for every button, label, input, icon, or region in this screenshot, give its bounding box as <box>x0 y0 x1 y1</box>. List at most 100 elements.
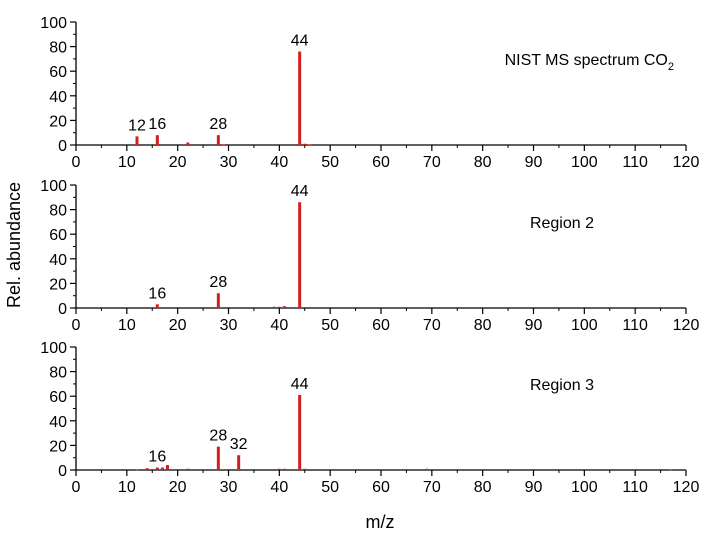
y-tick-label: 60 <box>49 389 67 406</box>
peak-bar <box>221 144 225 146</box>
x-tick-label: 0 <box>72 317 81 334</box>
x-tick-label: 70 <box>423 154 441 171</box>
x-tick-label: 120 <box>673 479 700 496</box>
peak-bar <box>277 468 281 470</box>
peak-label: 16 <box>148 116 166 133</box>
peak-bar <box>216 293 220 308</box>
peak-bar <box>425 468 429 470</box>
x-tick-label: 50 <box>321 479 339 496</box>
x-tick-label: 30 <box>220 154 238 171</box>
peak-bar <box>298 51 302 145</box>
peak-bar <box>216 446 220 470</box>
y-tick-label: 20 <box>49 276 67 293</box>
peak-label: 28 <box>209 116 227 133</box>
panel-title: NIST MS spectrum CO2 <box>505 52 674 73</box>
spectrum-panel-3: 0 20 40 60 80 100 0 10 20 30 40 50 60 70 80 90 100 110 120… <box>40 340 699 496</box>
peak-bar <box>155 135 159 145</box>
x-tick-label: 90 <box>525 479 543 496</box>
x-tick-label: 30 <box>220 317 238 334</box>
y-tick-label: 0 <box>58 301 67 318</box>
x-tick-label: 60 <box>372 154 390 171</box>
y-tick-label: 100 <box>40 15 67 32</box>
y-tick-label: 40 <box>49 252 67 269</box>
x-tick-label: 100 <box>571 317 598 334</box>
peak-bar <box>155 304 159 308</box>
peak-bar <box>186 142 190 145</box>
x-tick-label: 10 <box>118 317 136 334</box>
x-tick-label: 110 <box>622 479 648 496</box>
peak-label: 12 <box>128 117 146 134</box>
x-tick-label: 10 <box>118 154 136 171</box>
x-tick-label: 40 <box>270 479 288 496</box>
peak-bar <box>145 468 149 470</box>
y-tick-label: 40 <box>49 89 67 106</box>
y-tick-label: 80 <box>49 40 67 57</box>
x-tick-label: 80 <box>474 317 492 334</box>
peak-bar <box>166 465 169 470</box>
y-tick-label: 0 <box>58 463 67 480</box>
y-tick-label: 60 <box>49 64 67 81</box>
spectrum-panel-1: 0 20 40 60 80 100 0 10 20 30 40 50 60 70 80 90 100 110 120… <box>40 15 699 171</box>
x-tick-label: 120 <box>673 317 700 334</box>
peak-bar <box>237 455 241 470</box>
peak-bar <box>272 306 276 308</box>
y-axis-title: Rel. abundance <box>4 182 24 308</box>
x-tick-label: 70 <box>423 479 441 496</box>
peak-bar <box>282 306 286 308</box>
peak-label: 44 <box>291 376 309 393</box>
peak-label: 28 <box>209 274 227 291</box>
x-tick-label: 40 <box>270 317 288 334</box>
peak-bar <box>669 469 673 471</box>
peak-bar <box>308 144 312 146</box>
peak-bar <box>216 135 220 145</box>
peak-bar <box>282 468 286 470</box>
y-tick-label: 20 <box>49 438 67 455</box>
peak-bar <box>303 143 307 145</box>
x-tick-label: 0 <box>72 479 81 496</box>
y-tick-label: 60 <box>49 227 67 244</box>
x-tick-label: 50 <box>321 154 339 171</box>
x-tick-label: 120 <box>673 154 700 171</box>
panel-title: Region 2 <box>530 215 594 232</box>
x-tick-label: 100 <box>571 154 598 171</box>
x-tick-label: 0 <box>72 154 81 171</box>
peak-label: 16 <box>148 285 166 302</box>
spectrum-panel-2: 0 20 40 60 80 100 0 10 20 30 40 50 60 70 80 90 100 110 120… <box>40 178 699 334</box>
peak-bar <box>277 306 281 308</box>
peak-bar <box>135 136 139 145</box>
x-axis-title: m/z <box>366 512 395 532</box>
x-tick-label: 10 <box>118 479 136 496</box>
peak-label: 32 <box>230 436 248 453</box>
peak-bar <box>298 202 302 308</box>
peak-bar <box>298 394 302 470</box>
x-tick-label: 80 <box>474 154 492 171</box>
panel-title: Region 3 <box>530 377 594 394</box>
x-tick-label: 40 <box>270 154 288 171</box>
x-tick-label: 20 <box>169 317 187 334</box>
peak-bar <box>303 468 307 470</box>
peak-label: 16 <box>148 449 166 466</box>
x-tick-label: 100 <box>571 479 598 496</box>
x-tick-label: 60 <box>372 479 390 496</box>
peak-bar <box>160 467 164 470</box>
y-tick-label: 20 <box>49 113 67 130</box>
peak-label: 44 <box>291 183 309 200</box>
x-tick-label: 20 <box>169 154 187 171</box>
y-tick-label: 0 <box>58 138 67 155</box>
x-tick-label: 110 <box>622 317 648 334</box>
y-tick-label: 40 <box>49 414 67 431</box>
x-tick-label: 90 <box>525 154 543 171</box>
x-tick-label: 20 <box>169 479 187 496</box>
y-tick-label: 100 <box>40 340 67 357</box>
y-tick-label: 100 <box>40 178 67 195</box>
x-tick-label: 80 <box>474 479 492 496</box>
peak-label: 44 <box>291 33 309 50</box>
x-tick-label: 90 <box>525 317 543 334</box>
peak-label: 28 <box>209 428 227 445</box>
x-tick-label: 50 <box>321 317 339 334</box>
y-tick-label: 80 <box>49 365 67 382</box>
x-tick-label: 60 <box>372 317 390 334</box>
y-tick-label: 80 <box>49 203 67 220</box>
peak-bar <box>155 467 159 470</box>
